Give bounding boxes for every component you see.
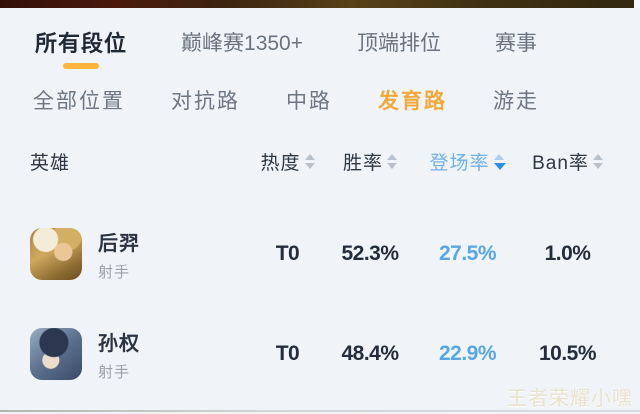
hero-role: 射手: [98, 363, 131, 381]
tab-farm-lane[interactable]: 发育路: [378, 90, 447, 113]
tab-peak-1350-label: 巅峰赛1350+: [181, 32, 303, 55]
tab-clash-lane[interactable]: 对抗路: [171, 90, 240, 113]
sort-arrows: [493, 153, 506, 170]
sort-asc-icon: [592, 154, 603, 160]
ban-rate-value: 10.5%: [538, 342, 597, 365]
tab-all-ranks-label: 所有段位: [35, 31, 128, 56]
active-tab-underline: [63, 63, 99, 69]
bottom-edge-strip: [0, 410, 640, 412]
win-rate-value: 48.4%: [341, 342, 399, 365]
hero-avatar: [30, 328, 82, 380]
hero-cell: 孙权 射手: [30, 327, 245, 382]
tab-all-ranks[interactable]: 所有段位: [35, 30, 128, 69]
tab-esports-label: 赛事: [495, 32, 537, 55]
watermark-text: 王者荣耀小嘿: [507, 388, 633, 410]
sort-header-pickrate[interactable]: 登场率: [429, 148, 506, 175]
lane-tab-bar: 全部位置 对抗路 中路 发育路 游走: [33, 88, 620, 115]
sort-header-winrate[interactable]: 胜率: [343, 148, 397, 175]
sort-asc-icon: [387, 154, 397, 160]
hero-meta: 后羿 射手: [98, 227, 140, 282]
table-row-houyi[interactable]: 后羿 射手 T0 52.3% 27.5% 1.0%: [30, 206, 610, 302]
hero-cell: 后羿 射手: [30, 227, 245, 282]
tab-top-ranked[interactable]: 顶端排位: [357, 30, 441, 58]
tab-peak-1350[interactable]: 巅峰赛1350+: [181, 30, 303, 58]
sort-header-banrate-label: Ban率: [532, 153, 589, 174]
pick-rate-value: 27.5%: [438, 242, 497, 265]
sort-arrows: [387, 154, 397, 169]
rank-tab-bar: 所有段位 巅峰赛1350+ 顶端排位 赛事: [35, 30, 620, 69]
ban-rate-value: 1.0%: [544, 242, 591, 265]
tab-top-ranked-label: 顶端排位: [357, 32, 441, 55]
table-header: 英雄 热度 胜率 登场率 Ban率: [30, 148, 610, 175]
sort-arrows: [304, 154, 315, 169]
hero-column-header: 英雄: [30, 153, 71, 174]
sort-desc-icon: [387, 163, 397, 169]
sort-desc-icon-active: [493, 162, 506, 170]
tier-value: T0: [275, 342, 300, 365]
tier-value: T0: [275, 242, 300, 265]
hero-meta: 孙权 射手: [98, 327, 140, 382]
hero-role: 射手: [98, 263, 131, 281]
sort-arrows: [592, 154, 603, 169]
sort-header-heat[interactable]: 热度: [260, 148, 315, 175]
sort-asc-icon: [493, 153, 504, 160]
sort-header-pickrate-label: 登场率: [429, 153, 490, 174]
sort-desc-icon: [304, 163, 315, 169]
hero-name: 后羿: [98, 232, 140, 255]
pick-rate-value: 22.9%: [438, 342, 497, 365]
win-rate-value: 52.3%: [341, 242, 399, 265]
hero-avatar: [30, 228, 82, 280]
sort-desc-icon: [592, 163, 603, 169]
tab-roam[interactable]: 游走: [493, 90, 539, 113]
tab-esports[interactable]: 赛事: [495, 30, 537, 58]
sort-header-winrate-label: 胜率: [342, 153, 383, 174]
top-banner-strip: [0, 0, 640, 8]
table-row-sunquan[interactable]: 孙权 射手 T0 48.4% 22.9% 10.5%: [30, 306, 610, 402]
hero-name: 孙权: [98, 332, 140, 355]
tab-mid-lane[interactable]: 中路: [286, 90, 332, 113]
sort-header-heat-label: 热度: [260, 153, 301, 174]
sort-asc-icon: [304, 154, 315, 160]
tab-all-positions[interactable]: 全部位置: [33, 90, 125, 113]
sort-header-banrate[interactable]: Ban率: [532, 148, 603, 175]
top-strip-notch: [634, 0, 640, 8]
